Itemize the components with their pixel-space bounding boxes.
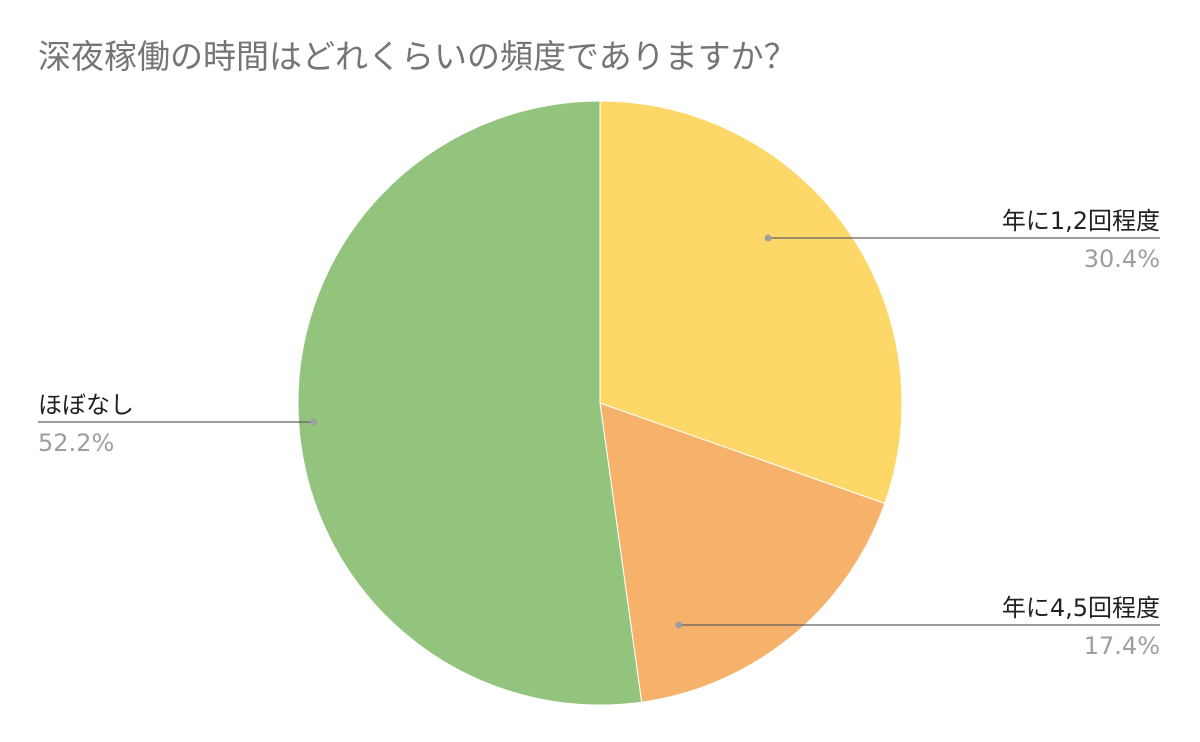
- pie-slices: [297, 100, 903, 706]
- slice-value-1: 30.4%: [1084, 245, 1160, 273]
- slice-value-3: 52.2%: [38, 429, 114, 457]
- slice-value-2: 17.4%: [1084, 632, 1160, 660]
- leader-dot-3: [310, 418, 318, 426]
- slice-label-3: ほぼなし: [38, 391, 134, 419]
- slice-labels: 年に1,2回程度 30.4% 年に4,5回程度 17.4% ほぼなし 52.2%: [38, 207, 1160, 660]
- slice-label-1: 年に1,2回程度: [1002, 207, 1160, 235]
- leader-lines: [38, 234, 1160, 629]
- leader-dot-1: [764, 234, 772, 242]
- pie-slice-3: [297, 100, 643, 706]
- leader-dot-2: [675, 621, 683, 629]
- pie-slice-2: [599, 402, 886, 703]
- slice-label-2: 年に4,5回程度: [1002, 594, 1160, 622]
- chart-title: 深夜稼働の時間はどれくらいの頻度でありますか？: [38, 37, 797, 76]
- pie-slice-1: [599, 100, 903, 505]
